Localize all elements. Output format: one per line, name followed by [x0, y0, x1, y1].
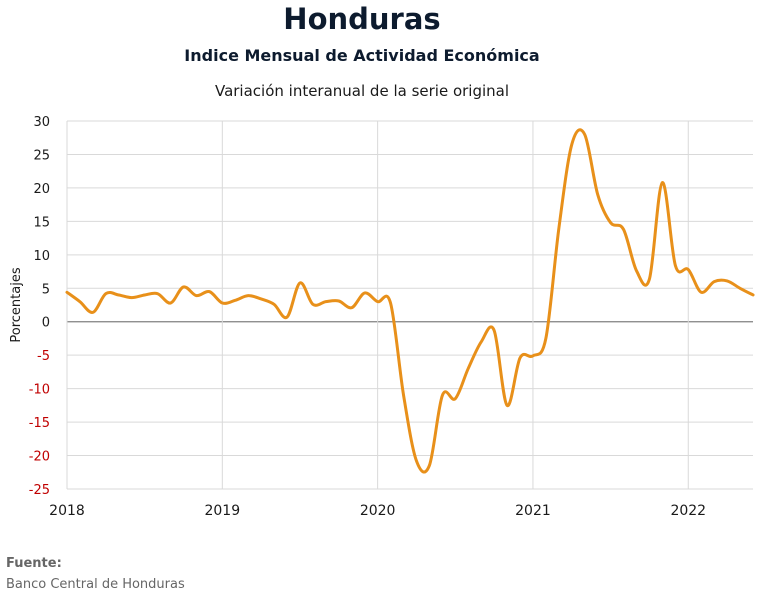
data-point	[234, 299, 236, 301]
data-point	[66, 291, 68, 293]
y-tick-label: 20	[33, 182, 50, 197]
data-point	[506, 404, 508, 406]
y-tick-label: 15	[33, 215, 50, 230]
data-point	[687, 268, 689, 270]
data-point	[739, 287, 741, 289]
data-point	[571, 143, 573, 145]
data-point	[247, 294, 249, 296]
grid-lines	[66, 120, 753, 490]
data-point	[609, 222, 611, 224]
data-point	[389, 302, 391, 304]
data-point	[286, 316, 288, 318]
x-axis-ticks: 2018 2019 2020 2021 2022	[49, 503, 706, 519]
chart-caption: Variación interanual de la serie origina…	[214, 82, 510, 100]
data-point	[118, 294, 120, 296]
x-tick-label: 2019	[204, 503, 240, 519]
y-tick-label: 25	[33, 148, 50, 163]
x-tick-label: 2022	[670, 503, 706, 519]
data-point	[260, 298, 262, 300]
data-point	[195, 294, 197, 296]
data-point	[221, 302, 223, 304]
x-tick-label: 2020	[360, 503, 396, 519]
y-tick-label: -10	[29, 383, 50, 398]
data-point	[105, 292, 107, 294]
data-point	[441, 394, 443, 396]
data-point	[752, 294, 754, 296]
data-point	[364, 292, 366, 294]
data-point	[79, 300, 81, 302]
data-point	[402, 394, 404, 396]
data-point	[143, 294, 145, 296]
data-point	[622, 228, 624, 230]
x-tick-label: 2021	[515, 503, 551, 519]
data-point	[545, 337, 547, 339]
x-tick-label: 2018	[49, 503, 85, 519]
data-point	[351, 306, 353, 308]
source-value: Banco Central de Honduras	[6, 577, 185, 592]
data-point	[661, 181, 663, 183]
data-point	[376, 300, 378, 302]
data-point	[635, 270, 637, 272]
y-axis-label: Porcentajes	[9, 267, 24, 342]
y-tick-label: -15	[29, 416, 50, 431]
y-tick-label: -25	[29, 483, 50, 498]
data-point	[169, 302, 171, 304]
data-point	[92, 311, 94, 313]
data-point	[467, 367, 469, 369]
data-point	[700, 291, 702, 293]
y-tick-label: 30	[33, 115, 50, 130]
data-point	[273, 303, 275, 305]
y-tick-label: -5	[37, 349, 50, 364]
y-tick-label: 5	[42, 282, 50, 297]
data-point	[674, 264, 676, 266]
data-point	[726, 280, 728, 282]
data-point	[648, 278, 650, 280]
y-tick-label: 0	[42, 316, 50, 331]
data-point	[454, 397, 456, 399]
data-point	[208, 290, 210, 292]
data-point	[558, 227, 560, 229]
data-point	[325, 300, 327, 302]
chart-subtitle: Indice Mensual de Actividad Económica	[184, 46, 540, 65]
data-point	[312, 303, 314, 305]
series-group	[65, 128, 755, 474]
y-axis-ticks: 30 25 20 15 10 5 0 -5 -10 -15 -20 -25	[29, 115, 50, 498]
source-label: Fuente:	[6, 556, 62, 571]
data-point	[532, 355, 534, 357]
data-point	[493, 329, 495, 331]
data-point	[338, 300, 340, 302]
data-point	[583, 133, 585, 135]
chart-title: Honduras	[283, 2, 441, 36]
data-point	[713, 280, 715, 282]
data-point	[428, 464, 430, 466]
data-point	[156, 292, 158, 294]
y-tick-label: 10	[33, 249, 50, 264]
data-point	[182, 286, 184, 288]
data-point	[131, 296, 133, 298]
data-point	[480, 341, 482, 343]
y-tick-label: -20	[29, 450, 50, 465]
data-point	[519, 357, 521, 359]
series-line	[65, 128, 755, 474]
data-point	[597, 193, 599, 195]
data-point	[299, 282, 301, 284]
data-point	[415, 460, 417, 462]
